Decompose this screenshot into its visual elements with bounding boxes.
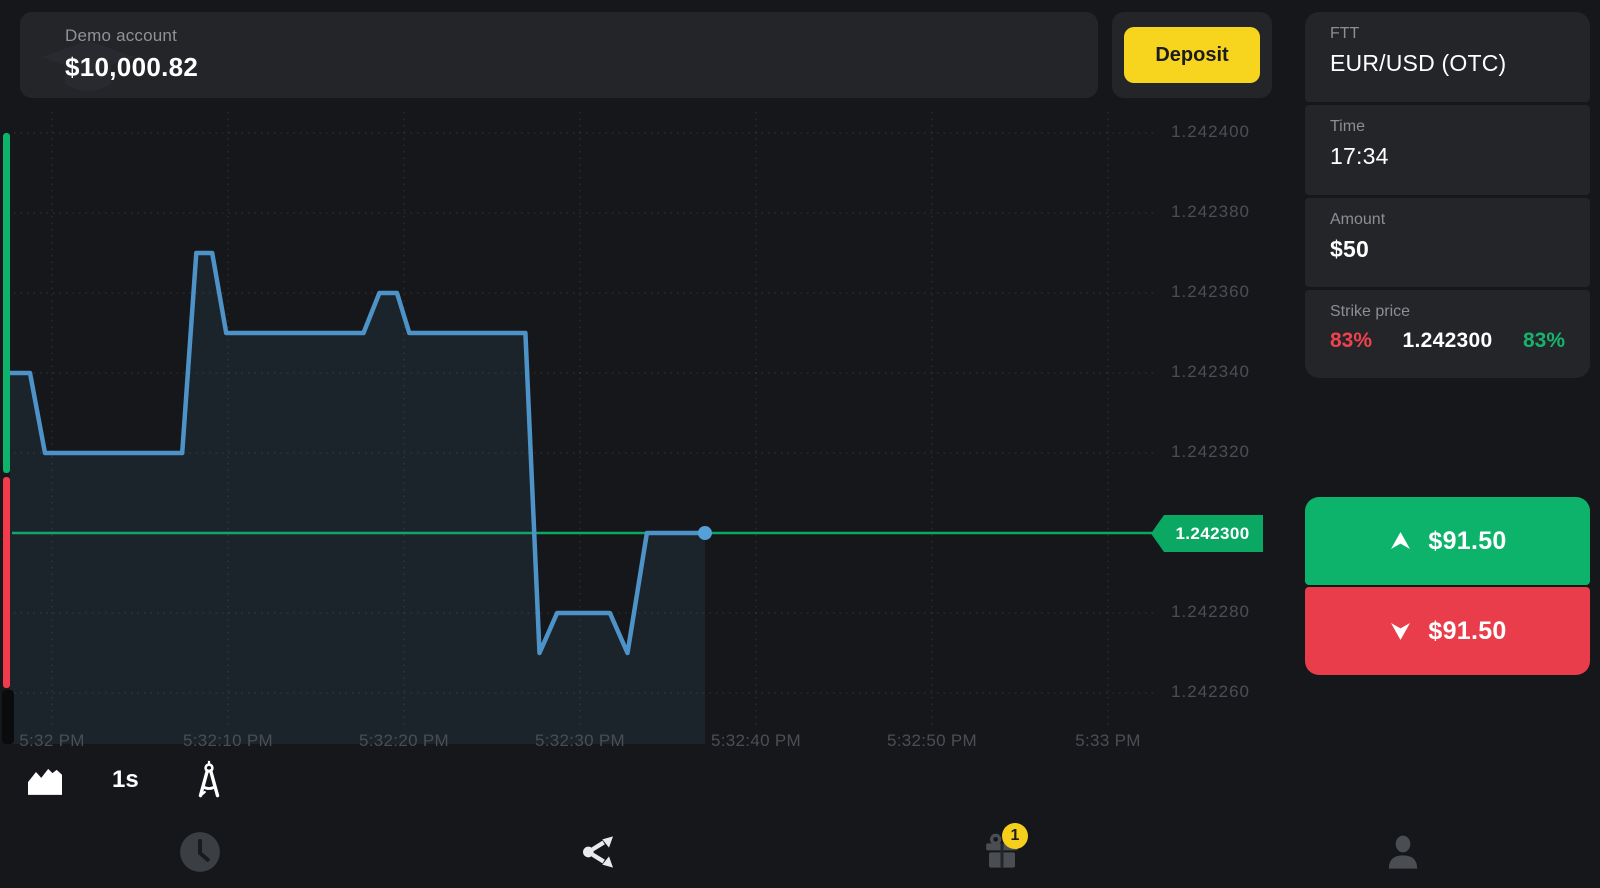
strike-price-tag: 1.242300 (1151, 515, 1263, 552)
amount-field[interactable]: Amount $50 (1305, 198, 1590, 287)
chart-type-button[interactable] (22, 758, 68, 802)
asset-name: EUR/USD (OTC) (1330, 50, 1507, 76)
clock-icon (180, 832, 220, 872)
area-chart-icon (28, 768, 62, 795)
account-type-label: Demo account (65, 26, 178, 45)
nav-express-button[interactable] (568, 822, 632, 882)
y-axis-label: 1.242320 (1171, 442, 1250, 461)
x-axis-label: 5:32:50 PM (887, 731, 977, 750)
notification-badge: 1 (1002, 822, 1028, 849)
buy-up-button[interactable]: $91.50 (1305, 497, 1590, 585)
y-axis-label: 1.242380 (1171, 202, 1250, 221)
share-arrows-icon (583, 836, 613, 868)
time-field[interactable]: Time 17:34 (1305, 105, 1590, 195)
account-balance: $10,000.82 (65, 52, 199, 82)
down-payout: $91.50 (1428, 616, 1507, 645)
account-switcher[interactable]: Demo account $10,000.82 (20, 12, 1098, 98)
chart-toolbar: 1s (0, 752, 231, 808)
strike-price-label: Strike price (1330, 303, 1411, 320)
up-payout: $91.50 (1428, 526, 1507, 555)
call-payout-percent: 83% (1522, 329, 1565, 352)
trade-panel: FTT EUR/USD (OTC) Time 17:34 Amount $50 … (1305, 12, 1590, 381)
nav-profile-button[interactable] (1371, 822, 1435, 882)
x-axis-label: 5:32:40 PM (711, 731, 801, 750)
time-value: 17:34 (1330, 143, 1389, 169)
deposit-button[interactable]: Deposit (1124, 27, 1260, 83)
price-chart[interactable]: 1.242400 1.242380 1.242360 1.242340 1.242320… (0, 0, 1300, 888)
y-axis-label: 1.242260 (1171, 682, 1250, 701)
y-axis-label: 1.242280 (1171, 602, 1250, 621)
arrow-up-icon (1391, 532, 1411, 549)
current-price-dot (697, 526, 712, 540)
buy-down-button[interactable]: $91.50 (1305, 587, 1590, 675)
call-range-bar (3, 133, 10, 473)
x-axis-label: 5:32 PM (19, 731, 85, 750)
y-axis-label: 1.242340 (1171, 362, 1250, 381)
nav-history-button[interactable] (168, 822, 232, 882)
strike-price-value: 1.242300 (1402, 329, 1493, 352)
arrow-down-icon (1391, 623, 1411, 640)
compass-icon (198, 760, 219, 798)
person-icon (1388, 835, 1418, 869)
x-axis-label: 5:32:20 PM (359, 731, 449, 750)
timeframe-button[interactable]: 1s (112, 766, 139, 793)
time-label: Time (1330, 118, 1365, 135)
deposit-section: Deposit (1112, 12, 1272, 98)
x-axis-label: 5:33 PM (1075, 731, 1141, 750)
nav-rewards-button[interactable]: 1 (970, 822, 1034, 882)
scrollbar-thumb[interactable] (2, 690, 14, 744)
x-axis-label: 5:32:10 PM (183, 731, 273, 750)
drawing-tools-button[interactable] (187, 757, 231, 803)
asset-selector[interactable]: FTT EUR/USD (OTC) (1305, 12, 1590, 102)
strike-price-field[interactable]: Strike price 83% 1.242300 83% (1305, 290, 1590, 378)
put-range-bar (3, 477, 10, 688)
y-axis-label: 1.242400 (1171, 122, 1250, 141)
asset-type-label: FTT (1330, 25, 1360, 42)
graduation-cap-icon (40, 34, 136, 98)
x-axis-label: 5:32:30 PM (535, 731, 625, 750)
chart-canvas (2, 112, 1158, 744)
amount-label: Amount (1330, 211, 1386, 228)
bottom-nav: 1 (0, 810, 1600, 888)
y-axis-label: 1.242360 (1171, 282, 1250, 301)
put-payout-percent: 83% (1330, 329, 1373, 352)
amount-value: $50 (1330, 236, 1369, 262)
